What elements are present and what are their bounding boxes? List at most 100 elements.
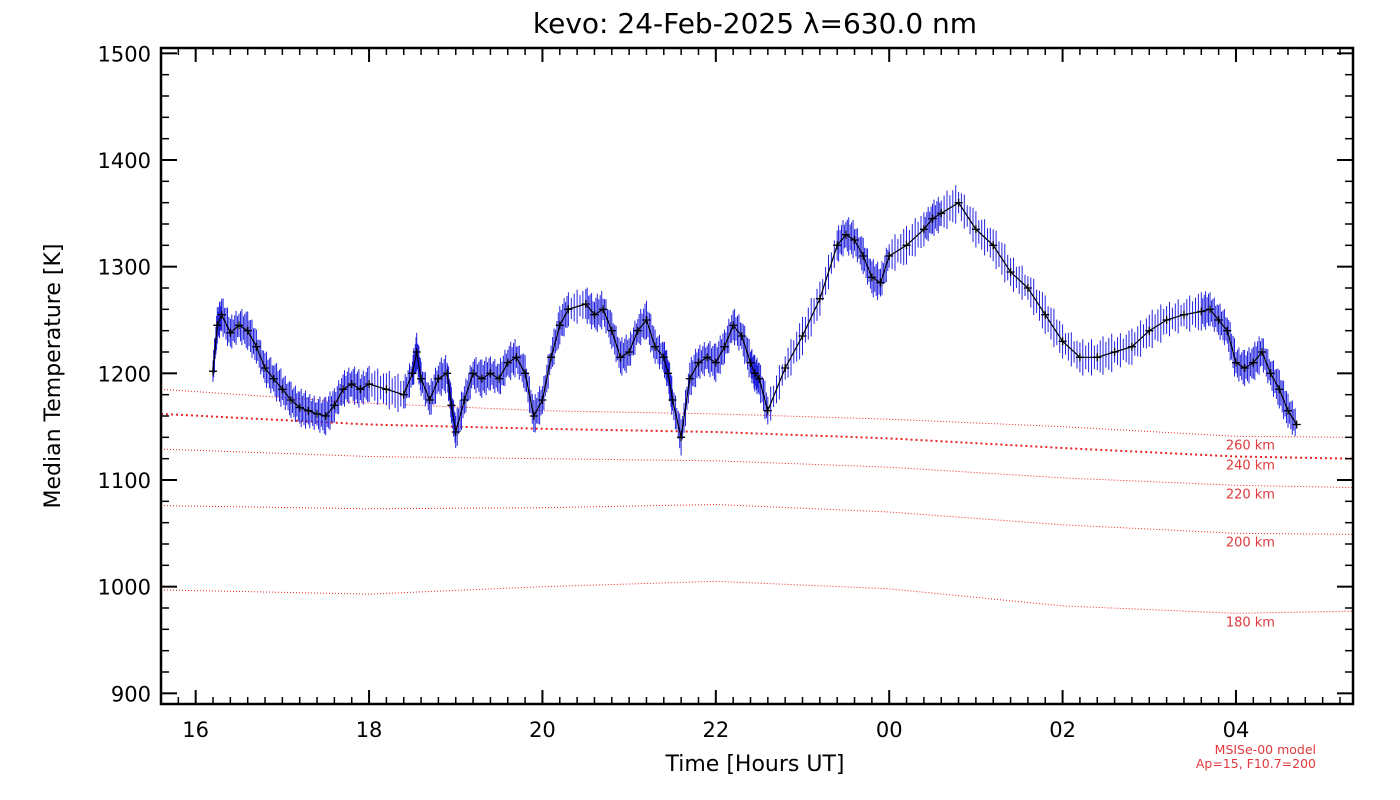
data-point <box>1249 358 1258 367</box>
data-point <box>547 353 556 362</box>
data-point <box>217 310 226 319</box>
data-point <box>781 364 790 372</box>
data-point <box>1075 353 1084 362</box>
data-point <box>642 316 651 324</box>
data-point <box>763 406 772 415</box>
data-point <box>477 374 486 383</box>
model-note-params: Ap=15, F10.7=200 <box>1196 756 1316 771</box>
data-point <box>703 353 712 362</box>
model-label-260-km: 260 km <box>1226 438 1275 453</box>
model-label-180-km: 180 km <box>1226 615 1275 630</box>
data-point <box>425 396 434 404</box>
data-point <box>711 358 720 367</box>
data-point <box>616 353 625 362</box>
model-curve-200-km <box>160 503 1354 535</box>
data-point <box>798 332 807 340</box>
model-label-200-km: 200 km <box>1226 535 1275 550</box>
data-point <box>664 369 673 378</box>
data-point <box>1284 406 1292 415</box>
model-curve-240-km <box>160 412 1354 460</box>
data-point <box>460 396 469 404</box>
data-point <box>919 225 928 234</box>
data-point <box>815 294 824 303</box>
data-point <box>1258 348 1266 356</box>
error-bars <box>212 185 1296 456</box>
data-point <box>737 332 746 340</box>
data-point <box>633 326 642 335</box>
data-point <box>213 321 222 330</box>
data-point <box>555 321 564 330</box>
data-point <box>954 198 963 207</box>
data-point <box>937 209 946 218</box>
y-axis-label: Median Temperature [K] <box>41 244 66 509</box>
data-point <box>659 353 668 362</box>
data-point <box>720 342 729 351</box>
data-point <box>729 321 738 330</box>
model-label-240-km: 240 km <box>1226 459 1275 474</box>
data-point <box>321 412 330 420</box>
data-point <box>694 358 703 367</box>
data-point <box>746 358 755 367</box>
data-point <box>443 369 452 378</box>
data-point <box>755 374 764 383</box>
data-point <box>1266 369 1275 378</box>
data-point <box>1180 310 1188 319</box>
data-point <box>677 433 686 442</box>
data-point <box>339 385 348 394</box>
model-curve-220-km <box>160 448 1354 488</box>
data-point <box>928 214 937 223</box>
data-point <box>590 310 599 319</box>
x-tick-label: 22 <box>702 718 729 742</box>
y-tick-label: 1000 <box>98 576 151 600</box>
data-point <box>365 380 374 388</box>
data-point <box>833 241 842 250</box>
axis-ticks: 16 18 20 22 00 02 04 900 1000 1100 1200 1300 1400 150… <box>98 42 1353 742</box>
data-point <box>495 374 504 383</box>
data-point <box>581 300 590 308</box>
x-tick-label: 16 <box>182 718 209 742</box>
data-point <box>512 353 521 362</box>
data-point <box>412 348 421 356</box>
data-point <box>261 364 269 372</box>
data-point <box>607 326 616 335</box>
y-tick-label: 1300 <box>98 256 151 280</box>
data-point <box>876 278 885 287</box>
data-point <box>529 412 538 420</box>
data-point <box>1023 284 1032 292</box>
model-label-220-km: 220 km <box>1226 487 1275 502</box>
data-point <box>1093 353 1102 362</box>
data-point <box>1162 316 1171 324</box>
x-axis-label: Time [Hours UT] <box>665 752 845 777</box>
data-point <box>1214 316 1223 324</box>
series-line <box>212 201 1298 438</box>
x-tick-label: 20 <box>529 718 556 742</box>
y-tick-label: 1200 <box>98 362 151 386</box>
data-point <box>850 236 859 244</box>
data-point <box>1206 305 1214 314</box>
data-point <box>252 342 261 351</box>
data-point <box>356 385 365 394</box>
data-point <box>1275 385 1284 394</box>
data-point <box>1292 420 1301 429</box>
data-point <box>1006 268 1015 276</box>
x-tick-label: 02 <box>1049 718 1076 742</box>
data-point <box>651 342 660 351</box>
data-point <box>841 230 850 239</box>
data-point <box>313 409 321 418</box>
model-note-name: MSISe-00 model <box>1215 742 1316 757</box>
data-point <box>625 348 634 356</box>
data-point <box>417 374 426 383</box>
data-point <box>235 321 243 330</box>
data-point <box>521 369 530 378</box>
data-point <box>1197 307 1206 316</box>
plot-frame <box>159 46 1355 706</box>
x-tick-label: 04 <box>1223 718 1250 742</box>
chart-title: kevo: 24-Feb-2025 λ=630.0 nm <box>533 7 977 40</box>
data-point <box>287 396 295 404</box>
x-tick-label: 18 <box>356 718 383 742</box>
data-point <box>668 396 677 404</box>
data-point <box>399 390 408 399</box>
data-point <box>469 369 478 378</box>
data-point <box>408 369 417 378</box>
data-point <box>750 369 759 378</box>
